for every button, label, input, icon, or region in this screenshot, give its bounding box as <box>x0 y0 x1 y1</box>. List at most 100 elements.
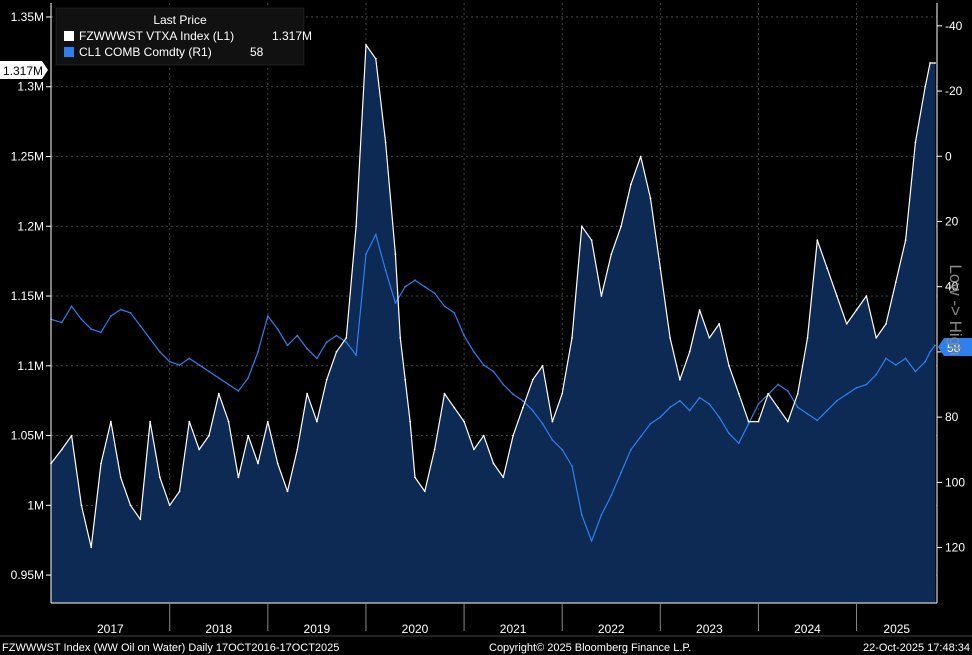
data-point <box>924 360 927 363</box>
data-point <box>541 422 544 425</box>
data-point <box>688 350 691 353</box>
data-point <box>443 305 446 308</box>
data-point <box>306 347 308 350</box>
data-point <box>551 439 554 441</box>
left-tick-label: 1.2M <box>17 219 44 233</box>
data-point <box>247 377 250 379</box>
data-point <box>777 406 779 409</box>
data-point <box>257 462 259 465</box>
right-tick-label: 100 <box>945 475 965 489</box>
data-point <box>639 435 642 438</box>
data-point <box>571 465 573 467</box>
data-point <box>934 344 936 347</box>
data-point <box>885 323 887 325</box>
x-tick-label: 2024 <box>794 622 821 636</box>
data-point <box>399 337 402 339</box>
data-point <box>423 285 426 288</box>
data-point <box>110 315 112 317</box>
data-point <box>129 311 132 314</box>
data-point <box>561 448 564 451</box>
data-point <box>737 442 740 445</box>
low-high-watermark: Low -> High <box>946 264 965 355</box>
x-tick-label: 2018 <box>205 622 232 636</box>
footer-right: 22-Oct-2025 17:48:34 <box>863 642 970 654</box>
data-point <box>551 420 554 423</box>
data-point <box>845 323 848 325</box>
data-point <box>198 448 201 451</box>
data-point <box>620 225 622 228</box>
data-point <box>580 514 583 516</box>
data-point <box>708 337 711 339</box>
data-point <box>168 360 171 363</box>
data-point <box>649 197 652 200</box>
right-tick-label: 0 <box>945 149 952 163</box>
left-last-value-tag: 1.317M <box>0 61 48 79</box>
left-axis: 0.95M 1M 1.05M 1.1M 1.15M 1.2M 1.25M 1.3M 1.35M <box>11 10 51 582</box>
data-point <box>257 351 259 353</box>
data-point <box>816 419 819 422</box>
data-point <box>139 324 142 327</box>
data-point <box>669 406 671 409</box>
data-point <box>325 378 328 381</box>
data-point <box>561 392 564 395</box>
data-point <box>571 337 573 339</box>
data-point <box>659 267 662 269</box>
data-point <box>345 341 348 343</box>
data-point <box>100 331 102 334</box>
data-point <box>522 406 524 409</box>
legend-entry-1-name: FZWWWST VTXA Index (L1) <box>79 29 234 43</box>
data-point <box>747 420 750 423</box>
data-point <box>394 253 397 256</box>
series-line-1 <box>50 44 935 548</box>
left-last-value: 1.317M <box>3 64 43 78</box>
data-point <box>178 364 181 366</box>
data-point <box>669 337 671 339</box>
data-point <box>679 399 681 402</box>
data-point <box>512 434 514 437</box>
data-point <box>580 225 583 228</box>
data-point <box>904 357 907 360</box>
data-point <box>90 328 93 330</box>
data-point <box>894 281 897 283</box>
data-point <box>875 337 878 339</box>
x-tick-label: 2017 <box>97 622 124 636</box>
data-point <box>247 434 250 437</box>
data-point <box>718 323 721 325</box>
data-point <box>904 239 907 242</box>
data-point <box>404 285 407 288</box>
data-point <box>787 420 789 423</box>
data-point <box>208 370 210 373</box>
right-tick-label: -20 <box>945 84 963 98</box>
legend-entry-1-value: 1.317M <box>272 29 312 43</box>
data-point <box>80 504 83 507</box>
x-tick-label: 2023 <box>696 622 723 636</box>
legend-box <box>55 7 305 66</box>
data-point <box>433 292 436 295</box>
data-point <box>865 295 868 297</box>
data-point <box>600 295 603 297</box>
data-point <box>296 334 299 337</box>
area-fill-1 <box>51 44 936 603</box>
data-point <box>227 420 230 423</box>
data-point <box>777 383 779 386</box>
data-point <box>70 305 73 308</box>
data-point <box>384 269 387 272</box>
data-point <box>414 476 416 479</box>
data-point <box>276 462 279 465</box>
data-point <box>453 406 456 409</box>
legend-entry-2-value: 58 <box>250 45 264 59</box>
data-point <box>502 476 505 479</box>
data-point <box>365 44 367 46</box>
legend-swatch-blue <box>64 47 74 57</box>
data-point <box>463 334 465 337</box>
data-point <box>423 490 426 493</box>
data-point <box>414 279 416 282</box>
data-point <box>404 378 407 381</box>
data-point <box>855 386 858 389</box>
data-point <box>659 416 662 418</box>
x-tick-label: 2021 <box>500 622 527 636</box>
left-tick-label: 1.25M <box>11 149 44 163</box>
data-point <box>463 420 465 423</box>
data-point <box>531 378 534 381</box>
footer-center: Copyright© 2025 Bloomberg Finance L.P. <box>489 642 691 654</box>
